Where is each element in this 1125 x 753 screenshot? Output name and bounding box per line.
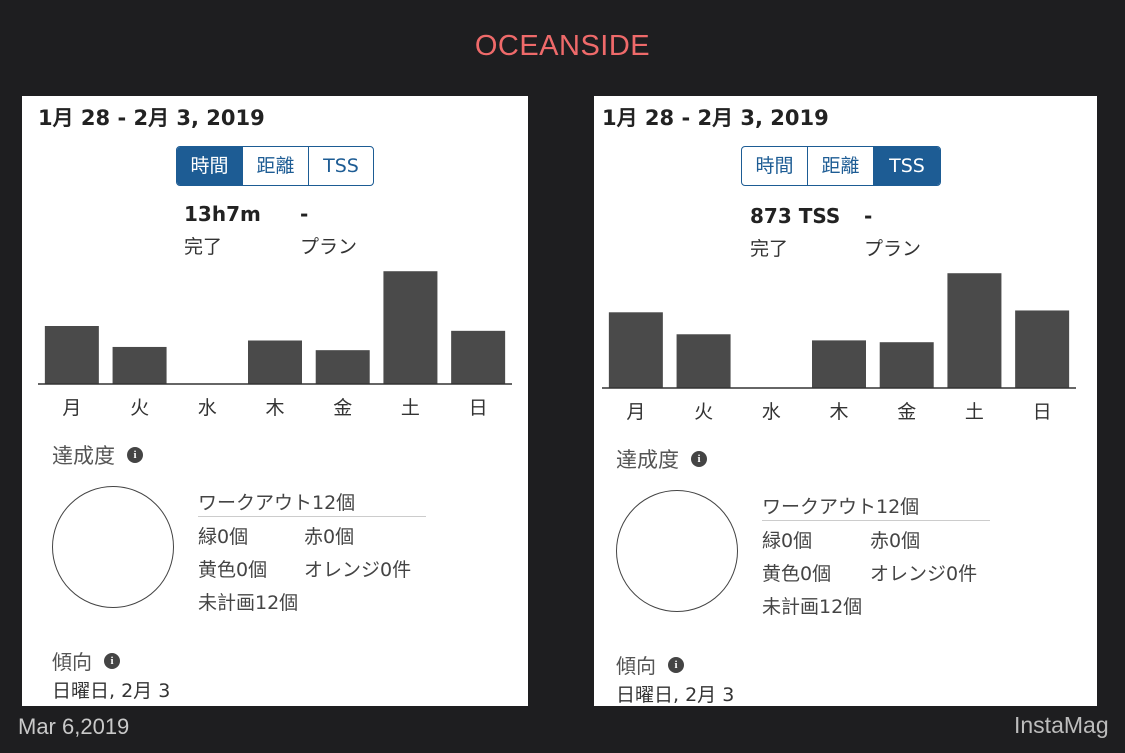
x-tick-label: 日 (1033, 401, 1052, 423)
metric-segmented-control: 時間 距離 TSS (176, 146, 374, 186)
bar-3[interactable] (812, 340, 866, 388)
tab-time[interactable]: 時間 (742, 147, 808, 185)
x-tick-label: 土 (965, 401, 984, 423)
bar-chart-svg: 月火水木金土日 (602, 273, 1076, 423)
tab-distance[interactable]: 距離 (243, 147, 309, 185)
bar-4[interactable] (315, 350, 370, 384)
tab-distance[interactable]: 距離 (808, 147, 874, 185)
achievement-ring-chart (52, 486, 174, 608)
x-tick-label: 金 (897, 401, 916, 423)
trend-heading-label: 傾向 (52, 650, 92, 674)
x-tick-label: 月 (62, 397, 81, 419)
x-tick-label: 木 (265, 397, 284, 419)
yellow-count: 黄色0個 (198, 559, 268, 581)
orange-count: オレンジ0件 (870, 563, 978, 585)
achievement-heading: 達成度 i (616, 444, 707, 474)
footer-date: Mar 6,2019 (18, 714, 130, 739)
x-tick-label: 火 (694, 401, 713, 423)
page-title: OCEANSIDE (474, 30, 651, 62)
x-tick-label: 水 (198, 397, 217, 419)
unplanned-count: 未計画12個 (198, 592, 299, 614)
trend-value: 日曜日, 2月 3 (52, 680, 171, 702)
bar-5[interactable] (947, 273, 1002, 388)
workouts-count: ワークアウト12個 (762, 496, 920, 518)
weekly-summary-panel-left: 1月 28 - 2月 3, 2019 時間 距離 TSS 13h7m 完了 - … (22, 96, 528, 706)
bar-chart-svg: 月火水木金土日 (38, 271, 512, 419)
green-count: 緑0個 (762, 530, 813, 552)
x-tick-label: 日 (469, 397, 488, 419)
trend-heading-label: 傾向 (616, 654, 656, 678)
x-tick-label: 金 (333, 397, 352, 419)
metric-segmented-control: 時間 距離 TSS (741, 146, 941, 186)
unplanned-count: 未計画12個 (762, 596, 863, 618)
trend-heading: 傾向 i (52, 646, 120, 675)
x-tick-label: 土 (401, 397, 420, 419)
completed-label: 完了 (750, 238, 789, 260)
weekly-bar-chart: 月火水木金土日 (38, 266, 512, 466)
trend-value: 日曜日, 2月 3 (616, 684, 735, 706)
plan-label: プラン (300, 236, 358, 258)
achievement-heading: 達成度 i (52, 440, 143, 470)
weekly-bar-chart: 月火水木金土日 (602, 270, 1076, 470)
trend-heading: 傾向 i (616, 650, 684, 679)
x-tick-label: 火 (130, 397, 149, 419)
tab-tss[interactable]: TSS (874, 147, 940, 185)
yellow-count: 黄色0個 (762, 563, 832, 585)
bar-1[interactable] (676, 334, 731, 388)
plan-value: - (300, 202, 309, 226)
tab-time[interactable]: 時間 (177, 147, 243, 185)
completed-label: 完了 (184, 236, 223, 258)
info-icon[interactable]: i (691, 451, 707, 467)
x-tick-label: 月 (626, 401, 645, 423)
info-icon[interactable]: i (104, 652, 120, 669)
weekly-summary-panel-right: 1月 28 - 2月 3, 2019 時間 距離 TSS 873 TSS 完了 … (594, 96, 1097, 706)
bar-0[interactable] (44, 326, 99, 384)
achievement-ring-chart (616, 490, 738, 612)
red-count: 赤0個 (304, 526, 355, 548)
workouts-count: ワークアウト12個 (198, 492, 356, 514)
red-count: 赤0個 (870, 530, 921, 552)
plan-value: - (864, 204, 873, 228)
info-icon[interactable]: i (668, 656, 684, 673)
divider (198, 516, 426, 517)
bar-5[interactable] (383, 271, 438, 384)
orange-count: オレンジ0件 (304, 559, 412, 581)
bar-4[interactable] (879, 342, 934, 388)
x-tick-label: 木 (829, 401, 848, 423)
bar-3[interactable] (248, 340, 302, 385)
date-range: 1月 28 - 2月 3, 2019 (602, 106, 829, 130)
footer-brand-logo: InstaMag (1014, 712, 1109, 738)
date-range: 1月 28 - 2月 3, 2019 (38, 106, 265, 130)
achievement-heading-label: 達成度 (52, 444, 115, 468)
bar-0[interactable] (608, 312, 663, 388)
plan-label: プラン (864, 238, 922, 260)
x-tick-label: 水 (762, 401, 781, 423)
tab-tss[interactable]: TSS (323, 155, 359, 177)
completed-value: 873 TSS (750, 204, 841, 228)
green-count: 緑0個 (198, 526, 249, 548)
bar-6[interactable] (451, 330, 506, 384)
achievement-heading-label: 達成度 (616, 448, 679, 472)
divider (762, 520, 990, 521)
info-icon[interactable]: i (127, 447, 143, 463)
bar-1[interactable] (112, 346, 167, 384)
bar-6[interactable] (1015, 310, 1070, 388)
completed-value: 13h7m (184, 202, 261, 226)
